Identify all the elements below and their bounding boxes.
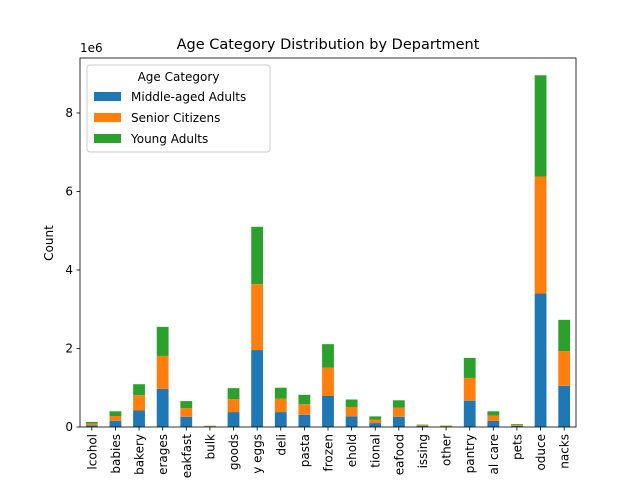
legend-entry-label: Middle-aged Adults (131, 90, 246, 104)
bar-beverages-series-0 (156, 388, 169, 427)
bar-bakery-series-0 (133, 410, 145, 427)
bar-personal-care-series-1 (487, 415, 500, 421)
legend-entry-label: Young Adults (130, 132, 208, 146)
legend-swatch (94, 134, 121, 143)
y-axis-offset-label: 1e6 (80, 41, 103, 55)
bar-breakfast-series-2 (180, 401, 193, 409)
x-tick-label: nacks (558, 434, 572, 469)
bar-missing-series-0 (416, 426, 429, 427)
bar-pasta-series-2 (298, 394, 311, 405)
bar-pets-series-1 (511, 424, 523, 426)
bar-frozen-series-1 (322, 367, 334, 396)
bar-snacks-series-1 (558, 351, 571, 386)
bar-babies-series-0 (109, 420, 122, 427)
bar-breakfast-series-1 (180, 408, 193, 417)
bar-missing-series-2 (416, 424, 429, 426)
x-tick-label: erages (156, 434, 170, 475)
bar-household-series-0 (345, 416, 358, 427)
bar-babies-series-2 (109, 411, 122, 417)
bar-international-series-2 (369, 416, 382, 420)
legend: Age Category Middle-aged Adults Senior Cit… (86, 64, 271, 153)
bar-babies-series-1 (109, 416, 122, 421)
x-tick-label: frozen (322, 434, 336, 472)
legend-swatch (94, 92, 121, 101)
x-tick-label: al care (487, 434, 501, 475)
legend-swatch (94, 113, 121, 122)
x-tick-label: bulk (203, 434, 217, 460)
legend-entry-label: Senior Citizens (131, 111, 220, 125)
bar-canned-goods-series-1 (227, 399, 240, 413)
bar-pasta-series-1 (298, 404, 311, 415)
x-tick-label: lcohol (85, 434, 99, 470)
x-tick-label: other (440, 434, 454, 466)
bar-bakery-series-1 (133, 395, 145, 411)
bar-produce-series-1 (534, 176, 547, 294)
x-tick-label: issing (416, 434, 430, 468)
bar-deli-series-0 (274, 412, 287, 427)
y-tick-label: 8 (65, 106, 73, 120)
bar-alcohol-series-1 (85, 423, 98, 426)
bar-dairy-eggs-series-1 (251, 284, 264, 351)
bar-produce-series-0 (534, 293, 547, 427)
bar-pantry-series-0 (463, 400, 476, 427)
bar-beverages-series-1 (156, 355, 169, 389)
x-tick-label: goods (227, 434, 241, 470)
x-tick-label: y eggs (251, 434, 265, 474)
x-tick-label: pasta (298, 434, 312, 467)
x-tick-label: oduce (534, 434, 548, 471)
bar-pets-series-2 (511, 424, 523, 425)
y-tick-label: 2 (65, 341, 73, 355)
bar-dairy-eggs-series-0 (251, 350, 264, 427)
bar-personal-care-series-2 (487, 411, 500, 416)
x-tick-label: ehold (345, 434, 359, 467)
x-tick-label: babies (109, 434, 123, 474)
bar-canned-goods-series-0 (227, 412, 240, 427)
x-tick-label: bakery (133, 434, 147, 475)
x-tick-label: eakfast (180, 434, 194, 479)
chart-title: Age Category Distribution by Department (177, 37, 480, 53)
bar-deli-series-2 (274, 387, 287, 399)
bar-pantry-series-1 (463, 377, 476, 401)
bar-produce-series-2 (534, 75, 547, 177)
x-tick-label: pets (510, 434, 524, 460)
bar-personal-care-series-0 (487, 420, 500, 427)
bar-canned-goods-series-2 (227, 388, 240, 400)
x-tick-label: deli (274, 434, 288, 456)
bar-international-series-1 (369, 419, 382, 424)
x-tick-label: tional (369, 434, 383, 468)
bar-alcohol-series-0 (85, 425, 98, 427)
bars-layer (85, 75, 571, 427)
bar-household-series-2 (345, 399, 358, 407)
legend-box (86, 64, 271, 153)
bar-international-series-0 (369, 423, 382, 427)
bar-snacks-series-0 (558, 385, 571, 427)
bar-breakfast-series-0 (180, 416, 193, 427)
y-axis-label: Count (42, 225, 56, 261)
bar-pasta-series-0 (298, 414, 311, 427)
bar-frozen-series-0 (322, 395, 334, 427)
y-tick-label: 0 (65, 420, 73, 434)
bar-bakery-series-2 (133, 384, 145, 396)
bar-beverages-series-2 (156, 326, 169, 356)
bar-meat-seafood-series-2 (392, 400, 405, 408)
x-tick-label: eafood (392, 434, 406, 475)
bar-dairy-eggs-series-2 (251, 226, 264, 285)
bar-alcohol-series-2 (85, 421, 98, 424)
axes-layer: 0 2 4 6 8 lcohol babies bakery erages eakfast bulk… (65, 57, 577, 479)
bar-meat-seafood-series-1 (392, 407, 405, 417)
bar-meat-seafood-series-0 (392, 416, 405, 427)
bar-snacks-series-2 (558, 319, 571, 352)
bar-pets-series-0 (511, 425, 523, 427)
bar-household-series-1 (345, 406, 358, 417)
bar-deli-series-1 (274, 398, 287, 413)
y-tick-label: 4 (65, 263, 73, 277)
legend-title: Age Category (138, 70, 220, 84)
x-tick-label: pantry (463, 434, 477, 473)
bar-frozen-series-2 (322, 344, 334, 368)
bar-missing-series-1 (416, 425, 429, 427)
bar-pantry-series-2 (463, 357, 476, 378)
y-tick-label: 6 (65, 184, 73, 198)
